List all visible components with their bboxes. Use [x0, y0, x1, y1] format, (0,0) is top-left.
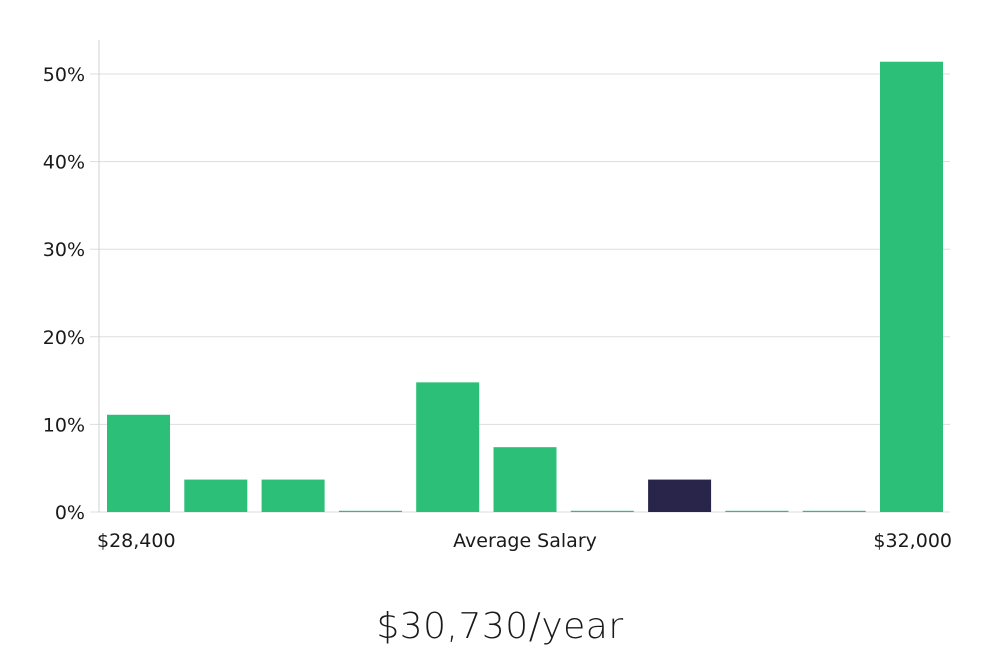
y-tick-label: 40%	[43, 152, 85, 174]
y-tick-label: 0%	[55, 502, 85, 524]
bar	[107, 414, 170, 512]
bar	[493, 447, 557, 512]
salary-histogram: 0% 10% 20% 30% 40% 50% $28,400 Average Salary…	[43, 40, 952, 552]
bar	[570, 510, 634, 512]
bar	[338, 510, 402, 512]
bar	[802, 510, 866, 512]
bar	[261, 479, 325, 512]
gridlines	[90, 73, 950, 513]
bar-highlight	[648, 479, 712, 512]
y-axis-ticks: 0% 10% 20% 30% 40% 50%	[43, 64, 85, 524]
x-axis-title: Average Salary	[453, 530, 597, 552]
average-salary-value: $30,730/year	[376, 606, 624, 647]
y-tick-label: 10%	[43, 414, 85, 436]
bar	[725, 510, 789, 512]
bar	[880, 61, 943, 513]
y-tick-label: 20%	[43, 327, 85, 349]
y-tick-label: 30%	[43, 239, 85, 261]
bar	[184, 479, 248, 512]
x-max-label: $32,000	[873, 530, 952, 552]
y-tick-label: 50%	[43, 64, 85, 86]
bars	[107, 61, 943, 513]
x-min-label: $28,400	[97, 530, 176, 552]
bar	[416, 382, 480, 512]
